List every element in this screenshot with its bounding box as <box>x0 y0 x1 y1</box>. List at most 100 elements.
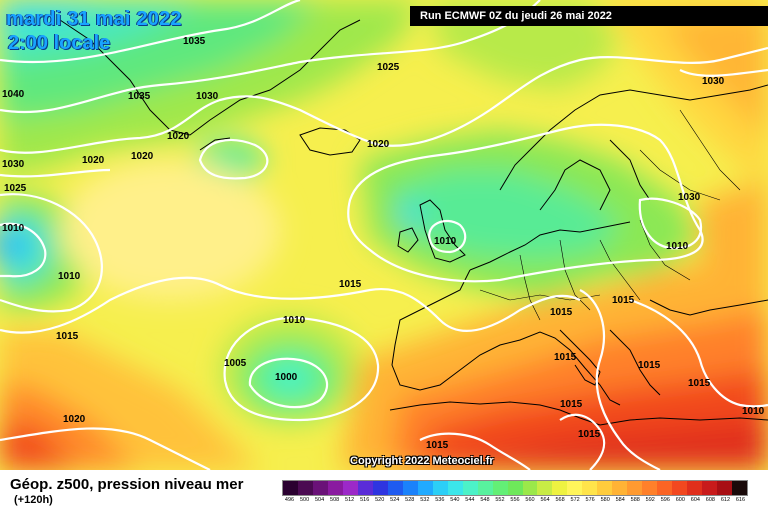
scale-swatch <box>432 481 448 495</box>
scale-swatch <box>717 481 733 495</box>
scale-label: 596 <box>660 497 670 503</box>
pressure-label: 1025 <box>4 183 27 194</box>
pressure-label: 1030 <box>2 159 25 170</box>
scale-label: 556 <box>510 497 520 503</box>
scale-label: 524 <box>390 497 400 503</box>
legend-bar: Géop. z500, pression niveau mer (+120h) … <box>0 470 768 512</box>
geopotential-field: 1035 1025 1030 1040 1035 1030 1020 1020 … <box>0 0 768 470</box>
scale-label: 608 <box>705 497 715 503</box>
scale-swatch <box>417 481 433 495</box>
isobars <box>0 0 768 470</box>
copyright-text: Copyright 2022 Meteociel.fr <box>350 455 494 467</box>
pressure-label: 1010 <box>742 406 765 417</box>
scale-label: 552 <box>495 497 505 503</box>
scale-swatch <box>597 481 613 495</box>
pressure-label: 1015 <box>612 295 635 306</box>
pressure-label: 1015 <box>550 307 573 318</box>
scale-label: 528 <box>405 497 415 503</box>
forecast-date: mardi 31 mai 2022 <box>6 8 182 30</box>
scale-label: 520 <box>375 497 385 503</box>
scale-label: 600 <box>675 497 685 503</box>
pressure-label: 1020 <box>131 151 154 162</box>
scale-label: 508 <box>330 497 340 503</box>
scale-label: 584 <box>615 497 625 503</box>
scale-label: 568 <box>555 497 565 503</box>
pressure-label: 1025 <box>377 62 400 73</box>
scale-swatch <box>372 481 388 495</box>
pressure-label: 1015 <box>554 352 577 363</box>
pressure-label: 1015 <box>560 399 583 410</box>
scale-label: 500 <box>299 497 310 503</box>
scale-label: 564 <box>540 497 550 503</box>
scale-label: 536 <box>435 497 445 503</box>
scale-label: 612 <box>720 497 731 503</box>
scale-swatch <box>672 481 688 495</box>
pressure-label: 1030 <box>702 76 725 87</box>
scale-swatch <box>687 481 703 495</box>
pressure-label: 1040 <box>2 89 25 100</box>
pressure-label: 1035 <box>183 36 206 47</box>
pressure-label: 1015 <box>426 440 449 451</box>
pressure-label: 1015 <box>339 279 362 290</box>
scale-swatch <box>657 481 673 495</box>
pressure-label: 1010 <box>666 241 689 252</box>
pressure-label: 1000 <box>275 372 298 383</box>
scale-swatch <box>732 481 748 495</box>
scale-swatch <box>283 481 298 495</box>
pressure-label: 1015 <box>638 360 661 371</box>
scale-swatch <box>492 481 508 495</box>
scale-swatch <box>612 481 628 495</box>
pressure-label: 1010 <box>2 223 25 234</box>
scale-label: 588 <box>630 497 640 503</box>
scale-swatch <box>462 481 478 495</box>
pressure-label: 1015 <box>578 429 601 440</box>
color-scale-labels: 496 500 504 508 512 516 520 524 528 532 536 540 544 5… <box>282 497 748 509</box>
scale-swatch <box>552 481 568 495</box>
scale-label: 560 <box>525 497 535 503</box>
pressure-label: 1030 <box>678 192 701 203</box>
scale-label: 576 <box>585 497 595 503</box>
pressure-label: 1015 <box>56 331 79 342</box>
scale-swatch <box>477 481 493 495</box>
legend-title: Géop. z500, pression niveau mer <box>10 476 244 493</box>
lead-time: (+120h) <box>14 494 53 506</box>
pressure-label: 1015 <box>688 378 711 389</box>
scale-label: 548 <box>480 497 490 503</box>
pressure-label: 1020 <box>167 131 190 142</box>
scale-label: 516 <box>360 497 370 503</box>
forecast-time: 2:00 locale <box>8 32 111 54</box>
scale-label: 604 <box>690 497 700 503</box>
pressure-label: 1010 <box>58 271 81 282</box>
scale-swatch <box>297 481 313 495</box>
pressure-label: 1020 <box>82 155 105 166</box>
scale-swatch <box>327 481 343 495</box>
scale-swatch <box>387 481 403 495</box>
scale-label: 496 <box>284 497 295 503</box>
scale-swatch <box>582 481 598 495</box>
scale-swatch <box>447 481 463 495</box>
pressure-label: 1010 <box>434 236 457 247</box>
scale-label: 572 <box>570 497 580 503</box>
forecast-map: 1035 1025 1030 1040 1035 1030 1020 1020 … <box>0 0 768 470</box>
scale-swatch <box>342 481 358 495</box>
pressure-label: 1020 <box>367 139 390 150</box>
color-scale <box>282 480 748 496</box>
pressure-label: 1010 <box>283 315 306 326</box>
scale-swatch <box>312 481 328 495</box>
scale-swatch <box>357 481 373 495</box>
scale-swatch <box>627 481 643 495</box>
scale-swatch <box>642 481 658 495</box>
scale-label: 616 <box>735 497 746 503</box>
run-info: Run ECMWF 0Z du jeudi 26 mai 2022 <box>410 6 768 26</box>
scale-swatch <box>507 481 523 495</box>
scale-label: 532 <box>420 497 430 503</box>
pressure-labels: 1035 1025 1030 1040 1035 1030 1020 1020 … <box>2 36 765 451</box>
scale-swatch <box>567 481 583 495</box>
scale-label: 580 <box>600 497 610 503</box>
pressure-label: 1020 <box>63 414 86 425</box>
pressure-label: 1030 <box>196 91 219 102</box>
scale-swatch <box>537 481 553 495</box>
scale-swatch <box>402 481 418 495</box>
scale-swatch <box>702 481 718 495</box>
coastlines <box>59 19 768 426</box>
